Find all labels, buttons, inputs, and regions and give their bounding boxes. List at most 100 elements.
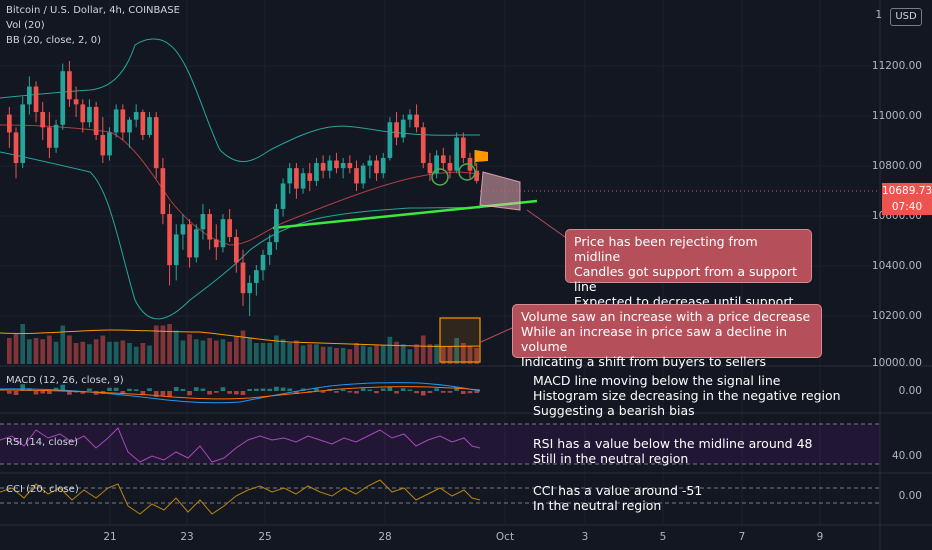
volume-bar (280, 339, 286, 364)
volume-bar (307, 344, 313, 364)
date-tick-7: 7 (738, 531, 746, 543)
macd-histogram-bar (414, 391, 419, 394)
candle-body (187, 224, 192, 258)
volume-bar (40, 339, 46, 364)
volume-bar (227, 341, 232, 364)
rejection-circle-1[interactable] (431, 168, 449, 186)
candle-body (160, 168, 166, 215)
volume-legend[interactable]: Vol (20) (6, 20, 45, 31)
macd-histogram-bar (360, 388, 366, 391)
price-tick-11200: 11200.00 (871, 60, 922, 72)
macd-legend[interactable]: MACD (12, 26, close, 9) (6, 375, 124, 386)
volume-bar (387, 336, 393, 364)
price-annotation-line-2: Candles got support from a support line (574, 264, 798, 294)
macd-histogram-bar (394, 391, 399, 394)
volume-bar (294, 340, 299, 364)
volume-bar (434, 344, 439, 364)
volume-annotation-box[interactable]: Volume saw an increase with a price decr… (512, 304, 822, 369)
volume-bar (213, 340, 219, 364)
macd-histogram-bar (220, 387, 226, 391)
candle-body (254, 270, 259, 283)
candle-body (360, 165, 366, 184)
volume-bar (220, 339, 226, 364)
volume-bar (454, 338, 459, 364)
candle-body (367, 160, 373, 166)
macd-histogram-bar (47, 391, 52, 394)
candle-body (220, 219, 226, 248)
macd-histogram-bar (267, 388, 273, 391)
candle-body (300, 173, 306, 189)
volume-highlight-box[interactable] (439, 317, 481, 363)
symbol-legend[interactable]: Bitcoin / U.S. Dollar, 4h, COINBASE (6, 5, 180, 16)
volume-bar (440, 346, 446, 364)
macd-histogram-bar (427, 391, 433, 393)
candle-body (320, 163, 326, 171)
rsi-legend[interactable]: RSI (14, close) (6, 437, 79, 448)
candle-body (107, 132, 112, 156)
macd-histogram-bar (107, 387, 112, 391)
candle-body (47, 127, 52, 148)
candle-body (274, 208, 279, 243)
candle-body (414, 114, 419, 128)
candle-body (33, 86, 39, 113)
macd-histogram-bar (400, 388, 406, 391)
cci-annotation[interactable]: CCI has a value around -51 In the neutra… (533, 483, 702, 513)
date-tick-23: 23 (180, 531, 194, 543)
macd-histogram-bar (320, 391, 326, 393)
candle-body (113, 109, 119, 133)
candle-body (193, 229, 199, 258)
candle-body (80, 104, 86, 123)
macd-histogram-bar (60, 384, 66, 391)
macd-histogram-bar (454, 386, 459, 391)
candle-body (233, 237, 239, 263)
macd-annotation-line-1: MACD line moving below the signal line (533, 373, 781, 388)
macd-histogram-bar (160, 391, 166, 397)
macd-histogram-bar (7, 391, 12, 394)
volume-bar (247, 338, 253, 364)
price-annotation-box[interactable]: Price has been rejecting from midline Ca… (565, 229, 812, 324)
candle-body (407, 114, 413, 120)
volume-bar (447, 346, 453, 364)
macd-histogram-bar (113, 387, 119, 391)
volume-bar (414, 344, 419, 364)
candle-body (147, 117, 152, 135)
macd-histogram-bar (314, 388, 319, 391)
volume-bar (53, 341, 59, 364)
volume-bar (47, 335, 52, 364)
rejection-circle-2[interactable] (458, 163, 476, 181)
volume-bar (207, 338, 212, 364)
macd-histogram-bar (80, 391, 86, 394)
candle-body (153, 117, 159, 169)
volume-annotation-line-1: Volume saw an increase with a price decr… (521, 309, 811, 324)
candle-body (387, 122, 393, 158)
candles (7, 61, 479, 317)
rsi-annotation[interactable]: RSI has a value below the midline around… (533, 436, 812, 466)
macd-histogram-bar (193, 387, 199, 391)
candle-body (287, 168, 293, 184)
date-tick-9: 9 (816, 531, 824, 543)
volume-bar (60, 325, 66, 364)
macd-histogram-bar (447, 391, 453, 393)
volume-bar (20, 324, 26, 364)
bollinger-legend[interactable]: BB (20, close, 2, 0) (6, 35, 101, 46)
cci-legend[interactable]: CCI (20, close) (6, 484, 79, 495)
volume-bar (13, 333, 19, 364)
candle-body (380, 157, 386, 174)
cci-annotation-line-2: In the neutral region (533, 498, 662, 513)
currency-button[interactable]: USD (890, 8, 922, 26)
macd-histogram-bar (420, 391, 426, 396)
volume-bar (407, 349, 413, 364)
candle-body (140, 112, 146, 135)
macd-annotation[interactable]: MACD line moving below the signal line H… (533, 373, 841, 418)
volume-bar (127, 343, 132, 364)
candle-body (280, 183, 286, 209)
macd-histogram-bar (440, 391, 446, 393)
macd-annotation-line-2: Histogram size decreasing in the negativ… (533, 388, 841, 403)
volume-bar (167, 324, 172, 364)
candle-body (340, 163, 346, 169)
macd-line (0, 382, 481, 404)
volume-bar (394, 341, 399, 364)
candle-body (400, 119, 406, 138)
candle-body (307, 173, 313, 181)
